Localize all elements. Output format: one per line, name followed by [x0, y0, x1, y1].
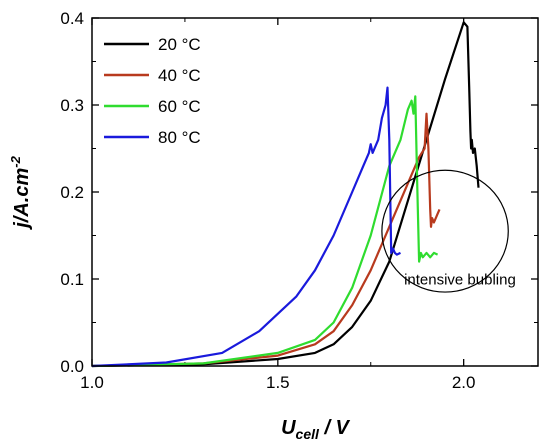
series-line-1 — [91, 21, 480, 368]
ticks-layer: 1.0 1.5 2.0 0.0 0.1 0.2 0.3 0.4 — [60, 9, 538, 392]
y-tick-label: 0.0 — [60, 357, 84, 376]
x-axis-title-main: U — [281, 417, 296, 439]
y-tick-label: 0.1 — [60, 270, 84, 289]
annotation-layer: intensive bubling — [381, 169, 516, 293]
legend-label: 20 °C — [158, 35, 201, 54]
legend: 20 °C 40 °C 60 °C 80 °C — [104, 35, 201, 147]
annotation-ellipse — [381, 169, 509, 293]
legend-label: 40 °C — [158, 66, 201, 85]
x-tick-label: 1.5 — [266, 373, 290, 392]
legend-label: 60 °C — [158, 97, 201, 116]
x-axis-title-unit: / V — [319, 417, 351, 439]
y-axis-title-main: j/A.cm — [11, 168, 33, 231]
series-layer — [91, 21, 480, 368]
y-tick-label: 0.2 — [60, 183, 84, 202]
y-tick-label: 0.3 — [60, 96, 84, 115]
annotation-text: intensive bubling — [404, 271, 516, 288]
x-axis-title: Ucell / V — [281, 417, 350, 442]
plot-frame — [91, 17, 539, 367]
series-line-4 — [91, 86, 401, 368]
y-axis-title-sup: -2 — [8, 155, 23, 167]
x-tick-label: 1.0 — [80, 373, 104, 392]
x-tick-label: 2.0 — [452, 373, 476, 392]
series-line-3 — [91, 95, 439, 368]
y-tick-label: 0.4 — [60, 9, 84, 28]
legend-label: 80 °C — [158, 128, 201, 147]
series-line-2 — [91, 112, 441, 368]
y-axis-title: j/A.cm-2 — [8, 155, 33, 230]
x-axis-title-sub: cell — [296, 426, 320, 442]
